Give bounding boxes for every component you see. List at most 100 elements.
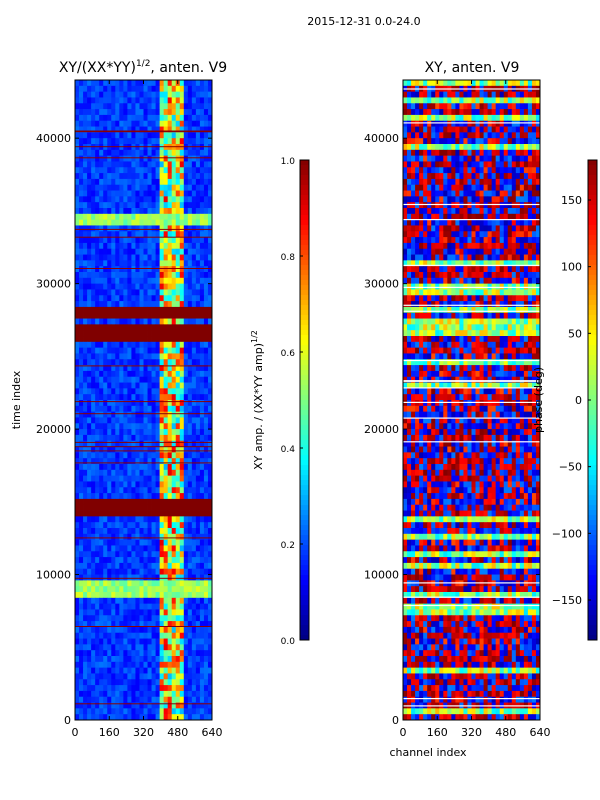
left-heatmap-cell — [183, 208, 189, 215]
left-heatmap-cell — [167, 161, 173, 168]
right-heatmap-cell — [535, 109, 541, 116]
left-heatmap-cell — [151, 242, 156, 250]
right-heatmap-cell — [455, 91, 460, 98]
left-heatmap-cell — [87, 469, 92, 477]
left-heatmap-cell — [75, 464, 80, 471]
left-heatmap-cell — [99, 388, 104, 395]
left-heatmap-cell — [91, 330, 96, 337]
left-heatmap-cell — [83, 481, 88, 488]
left-heatmap-cell — [111, 225, 116, 232]
left-heatmap-cell — [147, 632, 152, 639]
left-heatmap-cell — [147, 580, 152, 587]
right-heatmap-cell — [431, 237, 436, 244]
left-heatmap-cell — [159, 254, 165, 261]
right-heatmap-cell — [531, 213, 537, 221]
left-heatmap-cell — [207, 464, 213, 471]
right-heatmap-cell — [427, 248, 432, 255]
left-heatmap-cell — [79, 493, 84, 500]
right-heatmap-cell — [503, 138, 509, 145]
left-heatmap-cell — [99, 469, 104, 477]
left-heatmap-cell — [131, 109, 136, 116]
right-heatmap-cell — [447, 167, 452, 174]
left-heatmap-cell — [75, 103, 80, 110]
left-heatmap-cell — [99, 458, 104, 465]
left-heatmap-cell — [183, 405, 189, 413]
left-heatmap-cell — [195, 464, 201, 471]
right-heatmap-cell — [411, 178, 416, 186]
right-heatmap-cell — [467, 103, 472, 110]
left-heatmap-cell — [171, 609, 177, 616]
left-heatmap-cell — [187, 266, 193, 273]
left-heatmap-cell — [131, 295, 136, 302]
left-heatmap-cell — [135, 423, 140, 430]
right-heatmap-cell — [463, 114, 468, 122]
left-heatmap-cell — [167, 516, 173, 523]
left-heatmap-cell — [87, 498, 92, 506]
right-heatmap-cell — [407, 231, 412, 238]
left-heatmap-cell — [131, 621, 136, 628]
left-heatmap-cell — [195, 458, 201, 465]
right-heatmap-cell — [479, 184, 484, 191]
right-heatmap-cell — [435, 149, 440, 157]
right-heatmap-cell — [487, 178, 493, 186]
left-heatmap-cell — [191, 190, 197, 197]
right-heatmap-cell — [403, 80, 408, 87]
right-heatmap-cell — [495, 80, 501, 87]
left-heatmap-cell — [167, 481, 173, 488]
right-heatmap-cell — [511, 260, 517, 267]
left-heatmap-cell — [167, 498, 173, 506]
left-heatmap-cell — [75, 609, 80, 616]
left-heatmap-cell — [87, 97, 92, 104]
left-heatmap-cell — [171, 388, 177, 395]
left-heatmap-cell — [159, 458, 165, 465]
left-heatmap-cell — [115, 208, 120, 215]
left-heatmap-cell — [107, 190, 112, 197]
left-heatmap-cell — [167, 696, 173, 703]
left-heatmap-cell — [147, 394, 152, 401]
left-heatmap-cell — [135, 318, 140, 325]
right-heatmap-cell — [467, 196, 472, 203]
left-heatmap-cell — [143, 242, 148, 250]
left-heatmap-cell — [143, 138, 148, 145]
colorbar-tick-label: 0.2 — [281, 541, 295, 551]
left-heatmap-cell — [171, 103, 177, 110]
left-heatmap-cell — [127, 557, 132, 564]
right-heatmap-cell — [459, 178, 464, 186]
left-heatmap-cell — [155, 301, 161, 308]
right-heatmap-cell — [515, 190, 521, 197]
right-heatmap-cell — [407, 138, 412, 145]
left-heatmap-cell — [171, 97, 177, 104]
left-heatmap-cell — [95, 405, 100, 413]
left-heatmap-cell — [159, 382, 165, 389]
left-heatmap-cell — [191, 656, 197, 663]
left-heatmap-cell — [143, 708, 148, 715]
left-heatmap-cell — [175, 440, 181, 447]
right-heatmap-cell — [535, 225, 541, 232]
right-heatmap-cell — [471, 120, 476, 127]
right-heatmap-cell — [411, 144, 416, 151]
right-heatmap-cell — [479, 248, 484, 255]
left-heatmap-cell — [83, 493, 88, 500]
left-heatmap-cell — [119, 196, 124, 203]
left-heatmap-cell — [115, 353, 120, 360]
left-heatmap-cell — [199, 283, 205, 290]
left-heatmap-cell — [175, 510, 181, 517]
right-heatmap-cell — [535, 126, 541, 133]
right-heatmap-cell — [443, 225, 448, 232]
left-heatmap-cell — [123, 178, 128, 186]
left-heatmap-cell — [167, 388, 173, 395]
right-heatmap-cell — [427, 213, 432, 221]
left-heatmap-cell — [131, 557, 136, 564]
left-heatmap-cell — [183, 231, 189, 238]
left-heatmap-cell — [195, 260, 201, 267]
right-heatmap-cell — [411, 126, 416, 133]
right-heatmap-cell — [483, 149, 489, 157]
left-heatmap-cell — [207, 254, 213, 261]
left-heatmap-cell — [171, 85, 177, 93]
right-heatmap-cell — [463, 149, 468, 157]
left-heatmap-cell — [119, 359, 124, 366]
left-heatmap-cell — [127, 522, 132, 529]
left-heatmap-cell — [143, 85, 148, 93]
left-heatmap-cell — [119, 621, 124, 628]
right-heatmap-cell — [407, 190, 412, 197]
